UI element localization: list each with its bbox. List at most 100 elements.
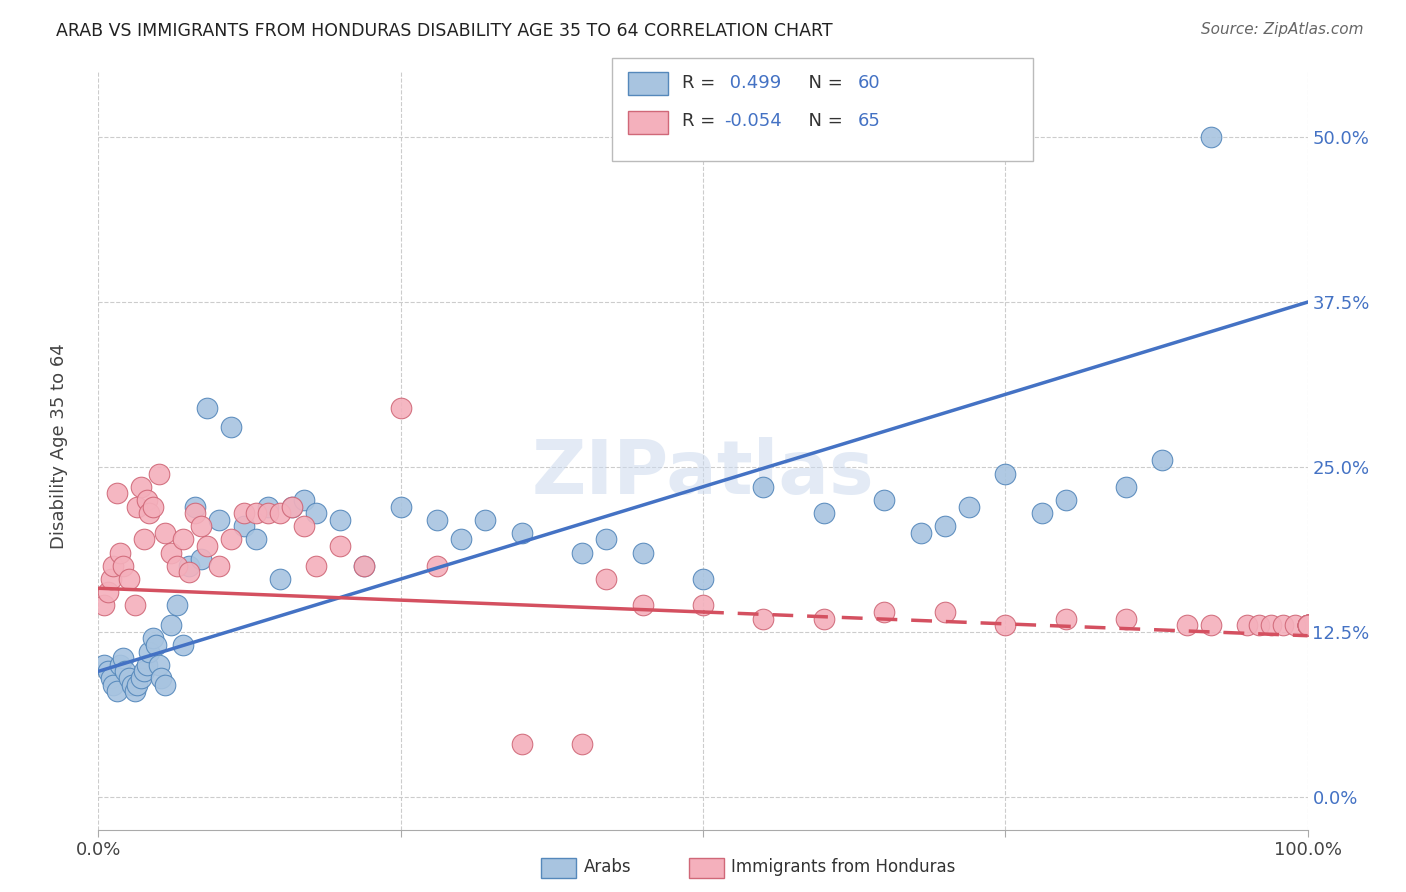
Point	[129, 671, 152, 685]
Point	[934, 605, 956, 619]
Text: Immigrants from Honduras: Immigrants from Honduras	[731, 858, 956, 876]
Point	[153, 677, 176, 691]
Point	[1296, 618, 1319, 632]
Text: ZIPatlas: ZIPatlas	[531, 437, 875, 509]
Point	[1296, 618, 1319, 632]
Point	[1152, 453, 1174, 467]
Point	[752, 480, 775, 494]
Point	[292, 492, 315, 507]
Point	[813, 611, 835, 625]
Point	[353, 558, 375, 573]
Point	[256, 500, 278, 514]
Point	[595, 572, 617, 586]
Point	[142, 632, 165, 646]
Point	[190, 552, 212, 566]
Point	[426, 558, 449, 573]
Text: R =: R =	[682, 112, 721, 130]
Point	[93, 599, 115, 613]
Point	[145, 638, 167, 652]
Point	[100, 671, 122, 685]
Point	[153, 525, 176, 540]
Point	[1260, 618, 1282, 632]
Text: Arabs: Arabs	[583, 858, 631, 876]
Point	[1284, 618, 1306, 632]
Point	[97, 585, 120, 599]
Point	[1296, 618, 1319, 632]
Point	[124, 684, 146, 698]
Point	[184, 500, 207, 514]
Point	[221, 420, 243, 434]
Point	[138, 506, 160, 520]
Point	[256, 506, 278, 520]
Point	[108, 546, 131, 560]
Point	[292, 519, 315, 533]
Point	[510, 737, 533, 751]
Point	[910, 525, 932, 540]
Point	[1296, 618, 1319, 632]
Point	[1054, 492, 1077, 507]
Point	[305, 506, 328, 520]
Point	[105, 684, 128, 698]
Point	[269, 572, 291, 586]
Point	[1115, 480, 1137, 494]
Text: Source: ZipAtlas.com: Source: ZipAtlas.com	[1201, 22, 1364, 37]
Point	[1199, 130, 1222, 145]
Point	[129, 480, 152, 494]
Point	[114, 665, 136, 679]
Point	[245, 506, 267, 520]
Point	[148, 657, 170, 672]
Text: 65: 65	[858, 112, 880, 130]
Point	[1236, 618, 1258, 632]
Point	[166, 599, 188, 613]
Point	[813, 506, 835, 520]
Point	[1175, 618, 1198, 632]
Point	[994, 618, 1017, 632]
Text: N =: N =	[797, 112, 849, 130]
Point	[166, 558, 188, 573]
Point	[329, 513, 352, 527]
Point	[97, 665, 120, 679]
Point	[142, 500, 165, 514]
Point	[571, 737, 593, 751]
Point	[134, 665, 156, 679]
Point	[195, 539, 218, 553]
Point	[160, 618, 183, 632]
Point	[571, 546, 593, 560]
Point	[101, 677, 124, 691]
Point	[100, 572, 122, 586]
Point	[124, 599, 146, 613]
Point	[1199, 618, 1222, 632]
Text: R =: R =	[682, 74, 721, 92]
Point	[138, 644, 160, 658]
Point	[179, 558, 201, 573]
Point	[1296, 618, 1319, 632]
Point	[111, 651, 134, 665]
Point	[994, 467, 1017, 481]
Point	[329, 539, 352, 553]
Point	[179, 566, 201, 580]
Point	[105, 486, 128, 500]
Point	[93, 657, 115, 672]
Point	[474, 513, 496, 527]
Point	[221, 533, 243, 547]
Point	[160, 546, 183, 560]
Point	[172, 533, 194, 547]
Point	[150, 671, 173, 685]
Point	[692, 599, 714, 613]
Point	[1296, 618, 1319, 632]
Text: 60: 60	[858, 74, 880, 92]
Point	[1115, 611, 1137, 625]
Point	[426, 513, 449, 527]
Point	[127, 500, 149, 514]
Point	[873, 492, 896, 507]
Point	[281, 500, 304, 514]
Point	[305, 558, 328, 573]
Point	[692, 572, 714, 586]
Point	[232, 506, 254, 520]
Point	[127, 677, 149, 691]
Point	[172, 638, 194, 652]
Point	[118, 671, 141, 685]
Point	[1272, 618, 1295, 632]
Point	[1296, 618, 1319, 632]
Point	[135, 657, 157, 672]
